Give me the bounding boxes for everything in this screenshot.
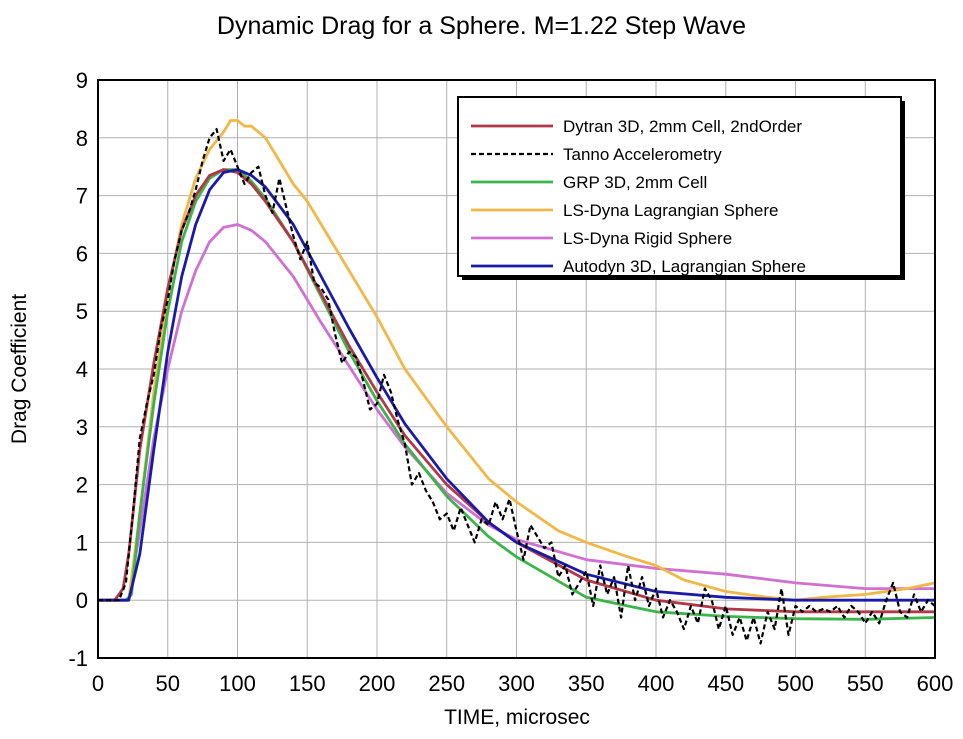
x-tick-label: 50 <box>156 671 180 696</box>
tick-labels: 0 50 100 150 200 250 300 350 400 450 500 550 600-101… <box>68 68 953 696</box>
y-tick-label: 4 <box>76 357 88 382</box>
x-tick-label: 350 <box>568 671 605 696</box>
x-tick-label: 450 <box>707 671 744 696</box>
y-tick-label: 8 <box>76 126 88 151</box>
y-tick-label: 6 <box>76 241 88 266</box>
x-tick-label: 200 <box>359 671 396 696</box>
series-lines <box>98 119 936 645</box>
legend: Dytran 3D, 2mm Cell, 2ndOrder Tanno Accel… <box>457 96 905 280</box>
series-line-5 <box>98 168 935 602</box>
x-tick-label: 500 <box>777 671 814 696</box>
legend-label: LS-Dyna Lagrangian Sphere <box>563 201 778 220</box>
x-tick-label: 150 <box>289 671 326 696</box>
x-tick-label: 550 <box>847 671 884 696</box>
legend-label: Tanno Accelerometry <box>563 145 722 164</box>
legend-label: LS-Dyna Rigid Sphere <box>563 229 732 248</box>
chart-title: Dynamic Drag for a Sphere. M=1.22 Step W… <box>216 12 747 40</box>
y-tick-label: 7 <box>76 184 88 209</box>
legend-label: Autodyn 3D, Lagrangian Sphere <box>563 257 806 276</box>
x-axis-label: TIME, microsec <box>444 706 590 729</box>
y-tick-label: 0 <box>76 588 88 613</box>
series-line-3 <box>98 119 936 602</box>
series-line-4 <box>98 223 935 602</box>
x-tick-label: 400 <box>638 671 675 696</box>
plot-frame <box>97 79 936 659</box>
y-tick-label: 9 <box>76 68 88 93</box>
x-tick-label: 600 <box>917 671 954 696</box>
legend-label: GRP 3D, 2mm Cell <box>563 173 707 192</box>
x-tick-label: 250 <box>428 671 465 696</box>
x-tick-label: 100 <box>219 671 256 696</box>
legend-label: Dytran 3D, 2mm Cell, 2ndOrder <box>563 117 802 136</box>
series-line-1 <box>98 128 936 645</box>
y-tick-label: 5 <box>76 299 88 324</box>
y-tick-label: -1 <box>68 646 88 671</box>
y-tick-label: 1 <box>76 530 88 555</box>
x-tick-label: 300 <box>498 671 535 696</box>
y-tick-label: 3 <box>76 415 88 440</box>
x-tick-label: 0 <box>92 671 104 696</box>
y-tick-label: 2 <box>76 473 88 498</box>
